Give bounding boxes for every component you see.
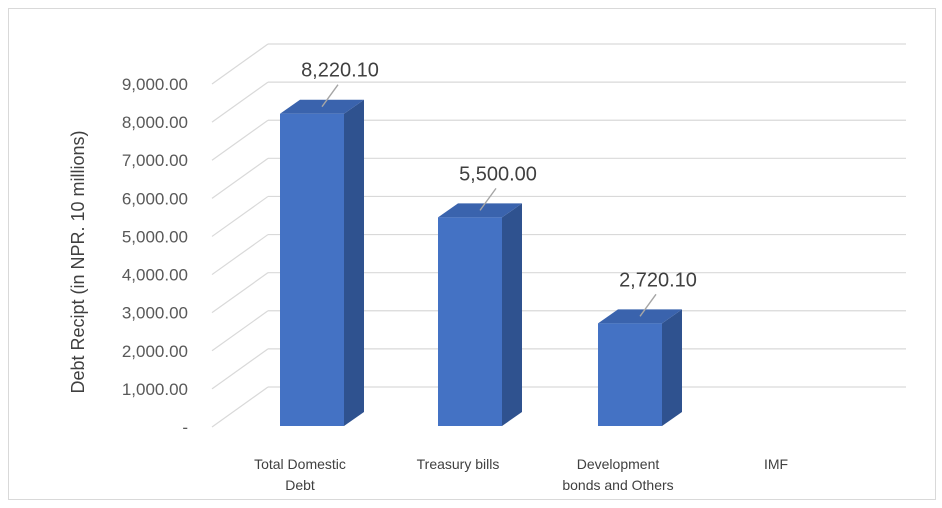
y-tick-label: - xyxy=(182,418,188,437)
x-tick-label: Development xyxy=(577,456,660,472)
bar xyxy=(438,217,502,426)
y-tick-label: 1,000.00 xyxy=(122,380,188,399)
data-label: 2,720.10 xyxy=(619,269,697,291)
gridline-diagonal xyxy=(211,119,269,161)
data-label-leader xyxy=(321,84,339,108)
x-tick-label: bonds and Others xyxy=(562,477,673,493)
gridline-diagonal xyxy=(211,81,269,123)
bar-side xyxy=(502,203,522,426)
x-tick-label: IMF xyxy=(764,456,788,472)
y-tick-label: 4,000.00 xyxy=(122,266,188,285)
data-label: 5,500.00 xyxy=(459,163,537,185)
x-tick-label: Treasury bills xyxy=(417,456,500,472)
data-label-leader xyxy=(639,293,657,317)
gridline-diagonal xyxy=(211,386,269,428)
y-tick-label: 2,000.00 xyxy=(122,342,188,361)
y-tick-label: 5,000.00 xyxy=(122,227,188,246)
y-tick-label: 3,000.00 xyxy=(122,304,188,323)
x-axis-categories: Total Domestic Debt Treasury bills Developm… xyxy=(254,456,788,493)
x-tick-label: Total Domestic xyxy=(254,456,346,472)
x-tick-label: Debt xyxy=(285,477,315,493)
data-label-leader xyxy=(479,187,497,211)
gridlines xyxy=(211,43,906,428)
gridline-diagonal xyxy=(211,310,269,352)
gridline-diagonal xyxy=(211,234,269,276)
gridline-diagonal xyxy=(211,157,269,199)
gridline-diagonal xyxy=(211,195,269,237)
y-tick-label: 7,000.00 xyxy=(122,151,188,170)
bar xyxy=(280,113,344,427)
data-label: 8,220.10 xyxy=(301,60,379,82)
gridline-diagonal xyxy=(211,348,269,390)
bar-side xyxy=(344,99,364,427)
y-tick-label: 9,000.00 xyxy=(122,75,188,94)
y-axis-label: Debt Recipt (in NPR. 10 millions) xyxy=(68,130,88,393)
y-tick-label: 8,000.00 xyxy=(122,113,188,132)
data-labels: 8,220.10 5,500.00 2,720.10 xyxy=(301,60,697,317)
bar-side xyxy=(662,309,682,426)
y-axis-ticks: - 1,000.00 2,000.00 3,000.00 4,000.00 5,000.0… xyxy=(122,75,188,437)
bars xyxy=(280,99,682,427)
y-tick-label: 6,000.00 xyxy=(122,189,188,208)
bar xyxy=(598,323,662,426)
gridline-diagonal xyxy=(211,272,269,314)
gridline-diagonal xyxy=(211,43,269,85)
